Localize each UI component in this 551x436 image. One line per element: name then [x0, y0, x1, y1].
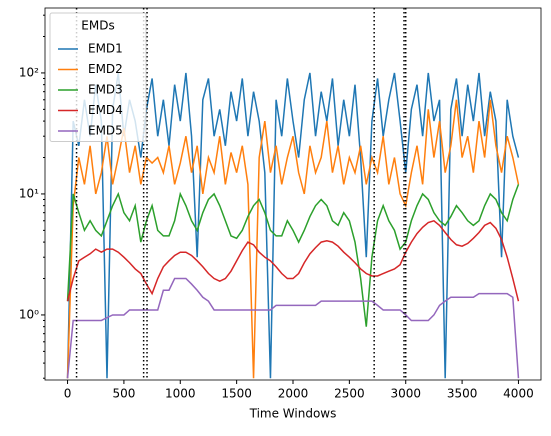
legend-box — [49, 12, 147, 142]
x-axis-label: Time Windows — [249, 407, 337, 421]
series-line — [66, 99, 520, 379]
legend-label: EMD3 — [88, 83, 123, 97]
x-tick-label: 2000 — [278, 387, 309, 401]
x-tick-label: 4000 — [503, 387, 534, 401]
legend-title: EMDs — [81, 19, 114, 33]
x-tick-label: 1500 — [221, 387, 252, 401]
legend-label: EMD2 — [88, 62, 123, 76]
y-tick-label: 10⁰ — [19, 307, 39, 321]
series-line — [66, 184, 520, 327]
legend-label: EMD1 — [88, 42, 123, 56]
y-tick-label: 10² — [19, 65, 39, 79]
series-line — [66, 219, 520, 302]
legend-label: EMD5 — [88, 124, 123, 138]
y-tick-label: 10¹ — [19, 186, 39, 200]
x-tick-label: 0 — [64, 387, 72, 401]
x-tick-label: 500 — [112, 387, 135, 401]
x-tick-label: 3000 — [390, 387, 421, 401]
legend-label: EMD4 — [88, 103, 123, 117]
x-tick-label: 1000 — [165, 387, 196, 401]
x-tick-label: 3500 — [447, 387, 478, 401]
plot-frame — [44, 7, 542, 381]
plot-area — [66, 8, 520, 380]
series-line — [66, 277, 520, 379]
x-tick-label: 2500 — [334, 387, 365, 401]
